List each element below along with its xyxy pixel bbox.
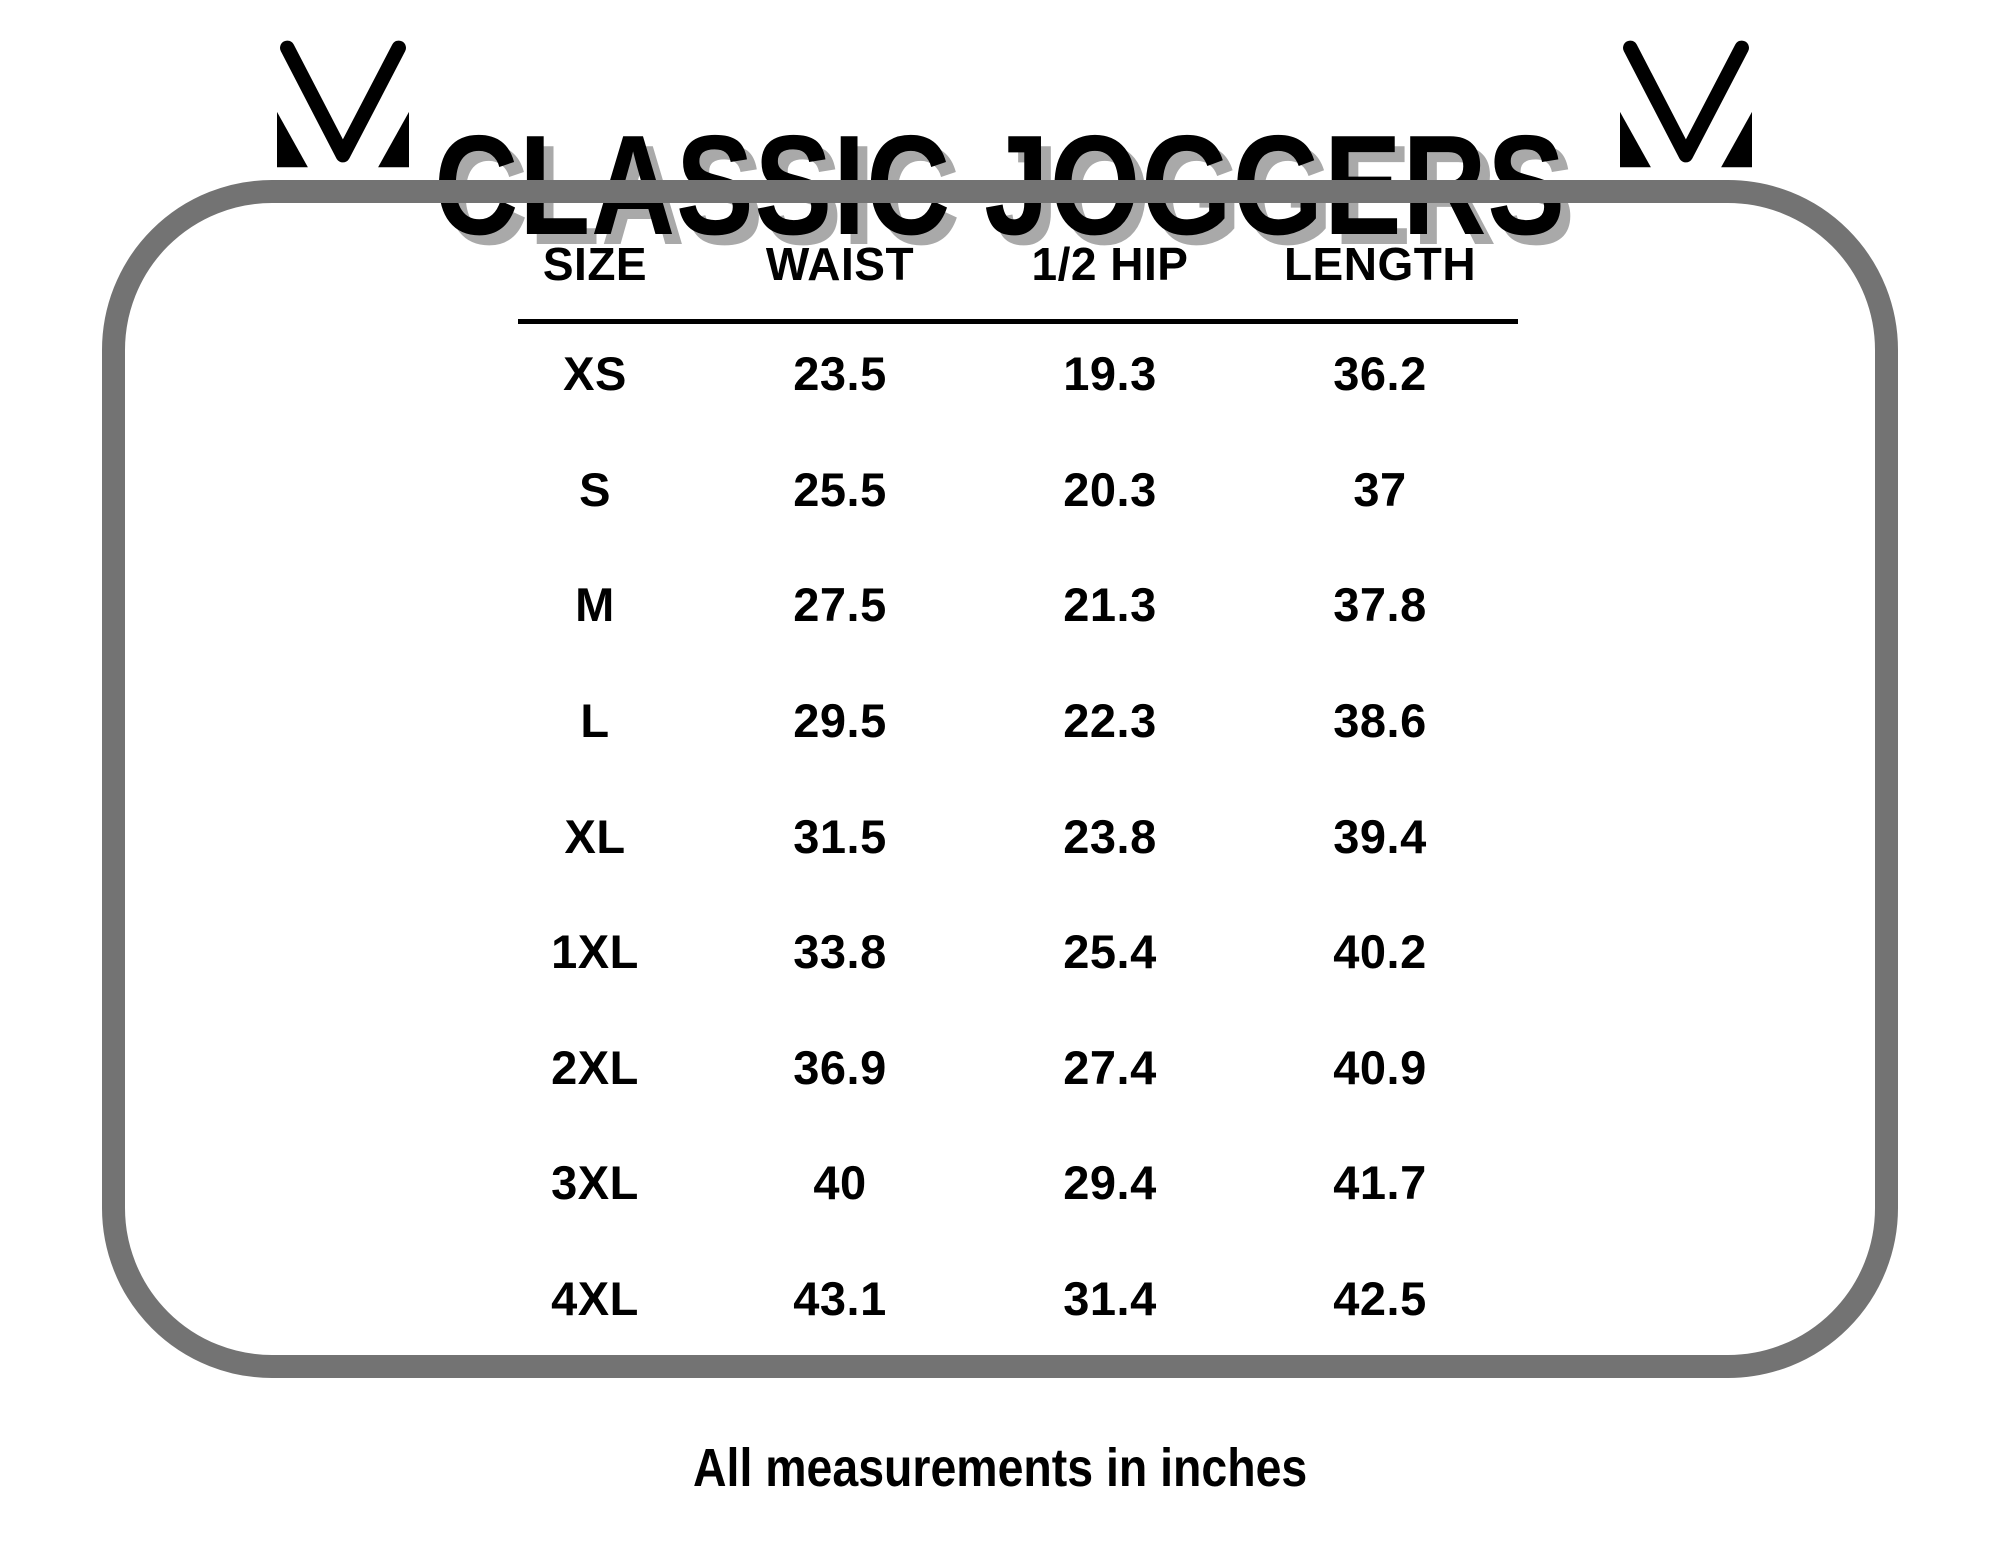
length-cell: 36.2 [1333, 347, 1427, 401]
length-cell: 42.5 [1333, 1272, 1427, 1326]
length-cell: 38.6 [1333, 694, 1427, 748]
size-cell: 1XL [551, 925, 639, 979]
hip-cell: 29.4 [1063, 1156, 1157, 1210]
length-cell: 37.8 [1333, 578, 1427, 632]
hip-cell: 27.4 [1063, 1040, 1157, 1094]
column-header-length: LENGTH [1283, 238, 1477, 290]
waist-cell: 36.9 [793, 1040, 887, 1094]
hip-cell: 23.8 [1063, 809, 1157, 863]
hip-cell: 25.4 [1063, 925, 1157, 979]
size-cell: 2XL [551, 1040, 639, 1094]
waist-cell: 29.5 [793, 694, 887, 748]
size-table-body: XS 23.5 19.3 36.2 S 25.5 20.3 37 M 27.5 … [470, 316, 1500, 1356]
size-cell: XS [563, 347, 627, 401]
length-cell: 37 [1353, 462, 1407, 516]
hip-cell: 22.3 [1063, 694, 1157, 748]
size-cell: L [580, 694, 610, 748]
length-cell: 39.4 [1333, 809, 1427, 863]
waist-cell: 23.5 [793, 347, 887, 401]
length-cell: 41.7 [1333, 1156, 1427, 1210]
size-cell: 4XL [551, 1272, 639, 1326]
header-divider-line [518, 319, 1518, 324]
hip-cell: 31.4 [1063, 1272, 1157, 1326]
column-header-waist: WAIST [765, 238, 915, 290]
length-cell: 40.2 [1333, 925, 1427, 979]
waist-cell: 31.5 [793, 809, 887, 863]
size-cell: 3XL [551, 1156, 639, 1210]
waist-cell: 27.5 [793, 578, 887, 632]
hip-cell: 21.3 [1063, 578, 1157, 632]
column-header-half-hip: 1/2 HIP [1031, 238, 1189, 290]
hip-cell: 19.3 [1063, 347, 1157, 401]
size-cell: M [575, 578, 615, 632]
waist-cell: 43.1 [793, 1272, 887, 1326]
waist-cell: 25.5 [793, 462, 887, 516]
size-chart-frame [102, 180, 1898, 1378]
size-cell: S [579, 462, 611, 516]
brand-m-logo-left-icon [277, 35, 409, 168]
table-header-row: SIZE WAIST 1/2 HIP LENGTH [470, 238, 1500, 290]
brand-m-logo-right-icon [1620, 35, 1752, 168]
waist-cell: 40 [813, 1156, 867, 1210]
hip-cell: 20.3 [1063, 462, 1157, 516]
length-cell: 40.9 [1333, 1040, 1427, 1094]
waist-cell: 33.8 [793, 925, 887, 979]
measurements-note: All measurements in inches [692, 1438, 1308, 1498]
column-header-size: SIZE [542, 238, 648, 290]
size-cell: XL [564, 809, 626, 863]
